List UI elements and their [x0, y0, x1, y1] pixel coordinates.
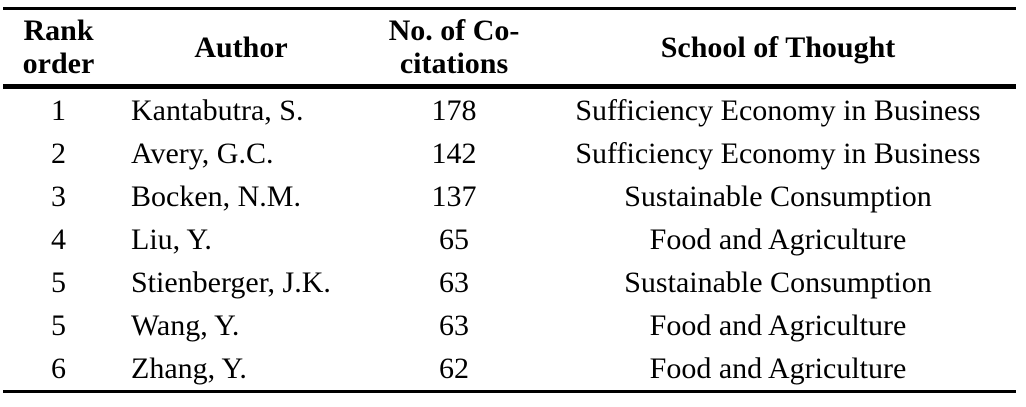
col-header-author: Author	[194, 30, 288, 64]
table-body: 1 Kantabutra, S. 178 Sufficiency Economy…	[3, 87, 1016, 392]
header-row: Rank order Author No. of Co- citations S…	[3, 8, 1016, 87]
school-cell: Sufficiency Economy in Business	[575, 136, 981, 170]
author-cell: Kantabutra, S.	[131, 93, 304, 127]
rank-cell: 1	[51, 93, 66, 127]
table-header: Rank order Author No. of Co- citations S…	[3, 8, 1016, 87]
school-cell: Sustainable Consumption	[624, 179, 932, 213]
table-row: 4 Liu, Y. 65 Food and Agriculture	[3, 218, 1016, 261]
school-cell: Sufficiency Economy in Business	[575, 93, 981, 127]
author-cocitation-table: Rank order Author No. of Co- citations S…	[3, 7, 1016, 393]
table-row: 3 Bocken, N.M. 137 Sustainable Consumpti…	[3, 175, 1016, 218]
table-row: 2 Avery, G.C. 142 Sufficiency Economy in…	[3, 132, 1016, 175]
author-cell: Zhang, Y.	[131, 351, 247, 385]
rank-cell: 5	[51, 308, 66, 342]
cocitations-cell: 65	[439, 222, 469, 256]
table-row: 5 Wang, Y. 63 Food and Agriculture	[3, 304, 1016, 347]
cocitations-cell: 63	[439, 308, 469, 342]
rank-cell: 4	[51, 222, 66, 256]
school-cell: Sustainable Consumption	[624, 265, 932, 299]
author-cell: Bocken, N.M.	[131, 179, 301, 213]
school-cell: Food and Agriculture	[649, 308, 907, 342]
rank-cell: 3	[51, 179, 66, 213]
rank-cell: 6	[51, 351, 66, 385]
table-row: 6 Zhang, Y. 62 Food and Agriculture	[3, 347, 1016, 392]
col-header-school-of-thought: School of Thought	[660, 30, 896, 64]
cocitations-cell: 137	[431, 179, 477, 213]
cocitations-cell: 178	[431, 93, 477, 127]
cocitations-cell: 142	[431, 136, 477, 170]
cocitations-cell: 62	[439, 351, 469, 385]
author-cell: Avery, G.C.	[131, 136, 274, 170]
author-cell: Stienberger, J.K.	[131, 265, 331, 299]
rank-cell: 2	[51, 136, 66, 170]
table-row: 1 Kantabutra, S. 178 Sufficiency Economy…	[3, 87, 1016, 133]
col-header-cocitations: No. of Co- citations	[388, 14, 520, 80]
col-header-rank-order: Rank order	[22, 14, 95, 80]
author-cell: Wang, Y.	[131, 308, 240, 342]
school-cell: Food and Agriculture	[649, 222, 907, 256]
cocitations-cell: 63	[439, 265, 469, 299]
rank-cell: 5	[51, 265, 66, 299]
table-row: 5 Stienberger, J.K. 63 Sustainable Consu…	[3, 261, 1016, 304]
author-cell: Liu, Y.	[131, 222, 212, 256]
school-cell: Food and Agriculture	[649, 351, 907, 385]
